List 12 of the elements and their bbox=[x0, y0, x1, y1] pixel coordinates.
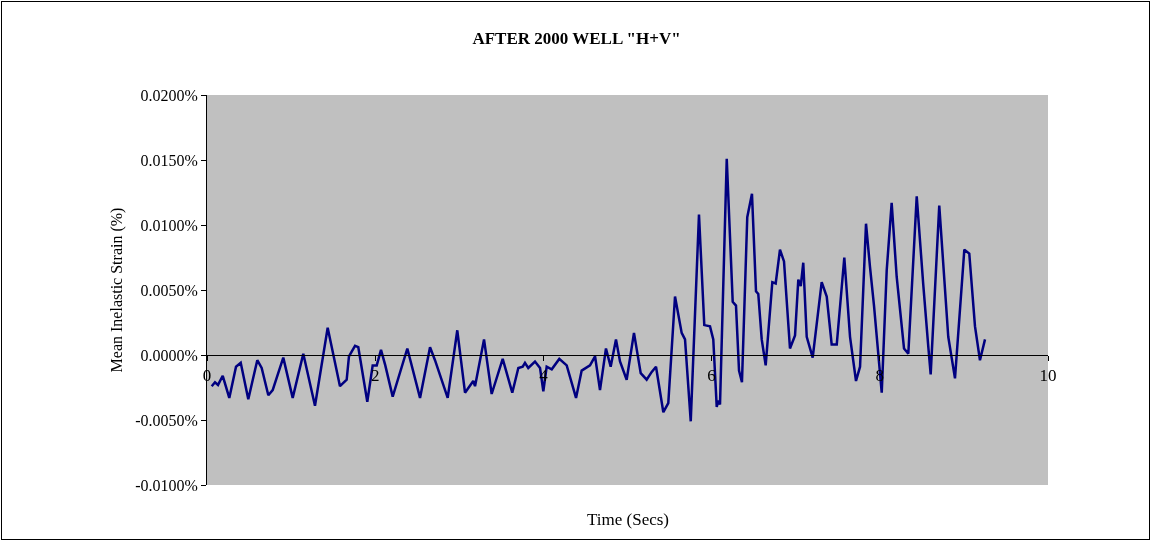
y-tick-label: 0.0050% bbox=[140, 281, 198, 299]
y-tick-label: 0.0200% bbox=[140, 86, 198, 104]
x-tick-label: 10 bbox=[1039, 366, 1057, 386]
line-series bbox=[210, 157, 987, 423]
x-axis-title: Time (Secs) bbox=[587, 510, 670, 529]
y-tick-label: -0.0100% bbox=[135, 476, 198, 494]
chart-title: AFTER 2000 WELL "H+V" bbox=[472, 28, 681, 48]
y-tick-label: -0.0050% bbox=[135, 411, 198, 429]
y-tick-label: 0.0100% bbox=[140, 216, 198, 234]
y-tick-label: 0.0150% bbox=[140, 151, 198, 169]
y-tick-label: 0.0000% bbox=[140, 346, 198, 364]
y-axis-title: Mean Inelastic Strain (%) bbox=[108, 207, 127, 373]
